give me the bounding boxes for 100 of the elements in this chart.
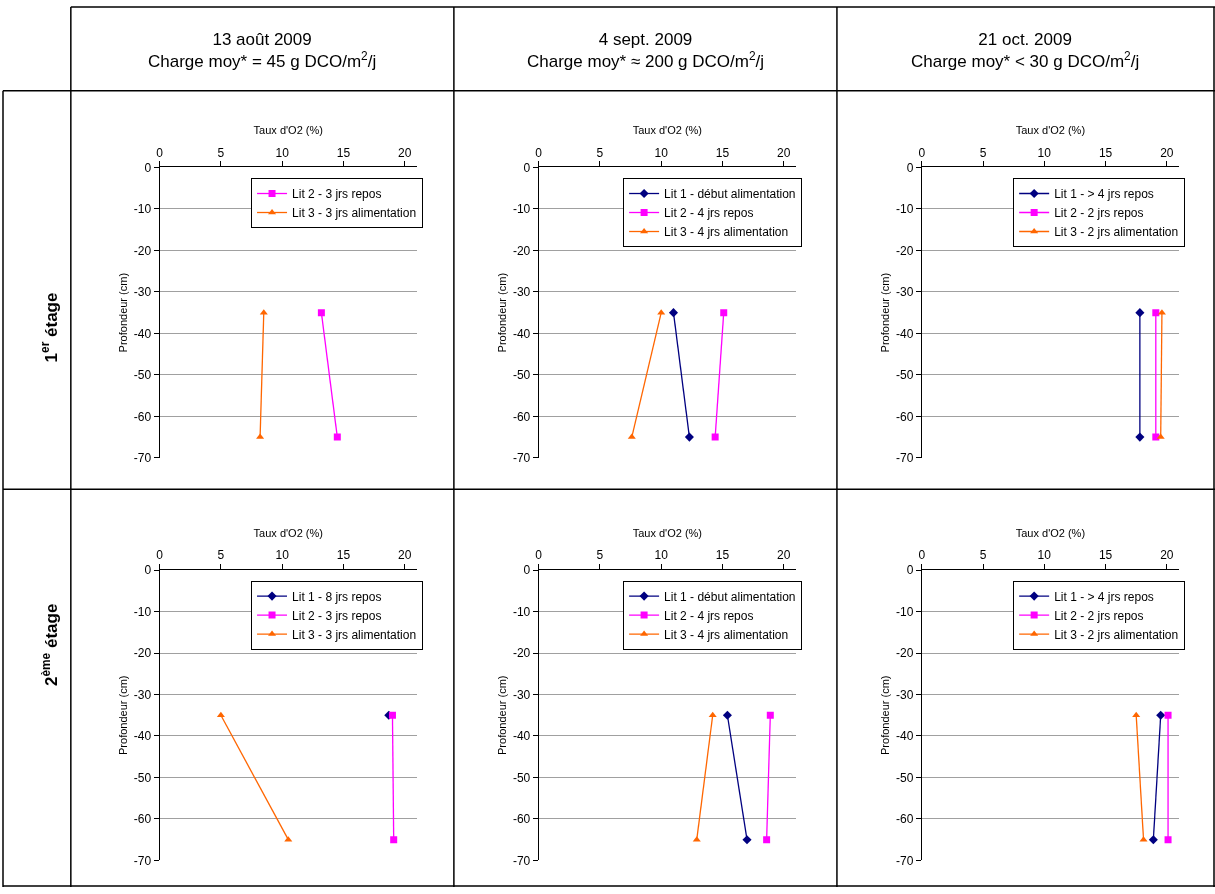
- y-tick-label: -50: [133, 770, 152, 785]
- y-tick-label: -70: [895, 451, 914, 466]
- y-tick-label: -20: [133, 646, 152, 661]
- x-tick-label: 15: [1098, 548, 1113, 563]
- x-tick-label: 20: [398, 145, 412, 160]
- y-axis-title: Profondeur (cm): [878, 675, 891, 755]
- y-tick-label: 0: [144, 160, 152, 175]
- x-tick-label: 5: [217, 145, 225, 160]
- x-tick-label: 5: [596, 145, 604, 160]
- legend-label: Lit 2 - 4 jrs repos: [664, 608, 754, 623]
- y-tick-label: -70: [133, 451, 152, 466]
- legend-label: Lit 2 - 2 jrs repos: [1054, 608, 1144, 623]
- y-tick-label: -60: [133, 812, 152, 827]
- legend-label: Lit 3 - 2 jrs alimentation: [1054, 627, 1179, 642]
- x-axis-title: Taux d'O2 (%): [632, 124, 703, 137]
- y-tick-label: -60: [512, 409, 531, 424]
- y-tick-label: -40: [895, 729, 914, 744]
- y-tick-label: 0: [906, 160, 914, 175]
- y-tick-label: -60: [512, 812, 531, 827]
- y-axis-title: Profondeur (cm): [878, 272, 891, 353]
- x-tick-label: 15: [336, 548, 351, 563]
- x-tick-label: 10: [654, 548, 669, 563]
- x-axis-title: Taux d'O2 (%): [253, 526, 323, 539]
- y-axis-title: Profondeur (cm): [495, 675, 508, 755]
- legend-label: Lit 1 - 8 jrs repos: [292, 589, 382, 604]
- x-tick-label: 15: [1098, 145, 1113, 160]
- y-tick-label: -20: [895, 646, 914, 661]
- y-tick-label: -10: [512, 202, 531, 217]
- y-tick-label: -70: [133, 853, 152, 868]
- legend-label: Lit 1 - début alimentation: [664, 187, 796, 202]
- y-tick-label: -10: [133, 202, 152, 217]
- y-tick-label: -50: [895, 770, 914, 785]
- legend-label: Lit 2 - 3 jrs repos: [292, 608, 382, 623]
- y-axis-title: Profondeur (cm): [495, 272, 508, 353]
- x-tick-label: 20: [777, 548, 791, 563]
- y-tick-label: -30: [133, 687, 152, 702]
- y-tick-label: 0: [523, 160, 531, 175]
- x-tick-label: 10: [275, 145, 290, 160]
- y-tick-label: -70: [512, 451, 531, 466]
- legend-label: Lit 2 - 3 jrs repos: [292, 187, 382, 202]
- y-tick-label: -30: [895, 687, 914, 702]
- chart-title: 21 oct. 2009: [978, 30, 1072, 49]
- y-tick-label: 0: [144, 563, 152, 578]
- x-tick-label: 20: [398, 548, 412, 563]
- chart-title: 4 sept. 2009: [598, 30, 693, 49]
- y-tick-label: -20: [895, 243, 914, 258]
- x-tick-label: 0: [535, 145, 543, 160]
- x-axis-title: Taux d'O2 (%): [253, 124, 323, 137]
- legend-label: Lit 3 - 4 jrs alimentation: [664, 225, 789, 240]
- x-tick-label: 0: [156, 145, 164, 160]
- x-tick-label: 0: [918, 145, 926, 160]
- y-tick-label: -50: [512, 770, 531, 785]
- y-axis-title: Profondeur (cm): [116, 675, 129, 755]
- x-tick-label: 15: [715, 145, 730, 160]
- legend-label: Lit 1 - > 4 jrs repos: [1054, 589, 1154, 604]
- x-tick-label: 0: [156, 548, 164, 563]
- x-tick-label: 5: [217, 548, 225, 563]
- x-tick-label: 5: [979, 145, 987, 160]
- y-tick-label: -40: [133, 326, 152, 341]
- y-tick-label: -30: [512, 285, 531, 300]
- x-tick-label: 20: [1160, 548, 1174, 563]
- x-tick-label: 10: [1037, 548, 1052, 563]
- y-tick-label: -30: [133, 285, 152, 300]
- y-tick-label: -30: [895, 285, 914, 300]
- legend-label: Lit 3 - 3 jrs alimentation: [292, 206, 417, 221]
- y-tick-label: -70: [512, 853, 531, 868]
- y-tick-label: -50: [895, 368, 914, 383]
- x-tick-label: 10: [275, 548, 290, 563]
- x-tick-label: 0: [535, 548, 543, 563]
- y-tick-label: -60: [895, 812, 914, 827]
- y-tick-label: -40: [512, 729, 531, 744]
- y-tick-label: -20: [512, 646, 531, 661]
- y-tick-label: -10: [512, 604, 531, 619]
- y-tick-label: -30: [512, 687, 531, 702]
- x-tick-label: 5: [979, 548, 987, 563]
- legend-label: Lit 2 - 2 jrs repos: [1054, 206, 1144, 221]
- y-tick-label: -50: [512, 368, 531, 383]
- x-axis-title: Taux d'O2 (%): [1015, 526, 1086, 539]
- y-tick-label: -60: [133, 409, 152, 424]
- y-tick-label: 0: [906, 563, 914, 578]
- legend-label: Lit 1 - > 4 jrs repos: [1054, 187, 1154, 202]
- y-tick-label: -20: [133, 243, 152, 258]
- x-tick-label: 0: [918, 548, 926, 563]
- x-axis-title: Taux d'O2 (%): [1015, 124, 1086, 137]
- chart-subtitle: Charge moy* ≈ 200 g DCO/m$^{2}$/j: [527, 48, 765, 72]
- y-tick-label: -10: [895, 604, 914, 619]
- legend-label: Lit 1 - début alimentation: [664, 589, 796, 604]
- legend-label: Lit 3 - 3 jrs alimentation: [292, 627, 417, 642]
- y-tick-label: -70: [895, 853, 914, 868]
- y-tick-label: -40: [133, 729, 152, 744]
- y-tick-label: -20: [512, 243, 531, 258]
- x-tick-label: 20: [1160, 145, 1174, 160]
- y-tick-label: 0: [523, 563, 531, 578]
- legend-label: Lit 2 - 4 jrs repos: [664, 206, 754, 221]
- y-tick-label: -40: [895, 326, 914, 341]
- x-tick-label: 10: [654, 145, 669, 160]
- chart-title: 13 août 2009: [212, 30, 312, 49]
- chart-subtitle: Charge moy* < 30 g DCO/m$^{2}$/j: [911, 48, 1140, 72]
- x-tick-label: 15: [336, 145, 351, 160]
- x-tick-label: 5: [596, 548, 604, 563]
